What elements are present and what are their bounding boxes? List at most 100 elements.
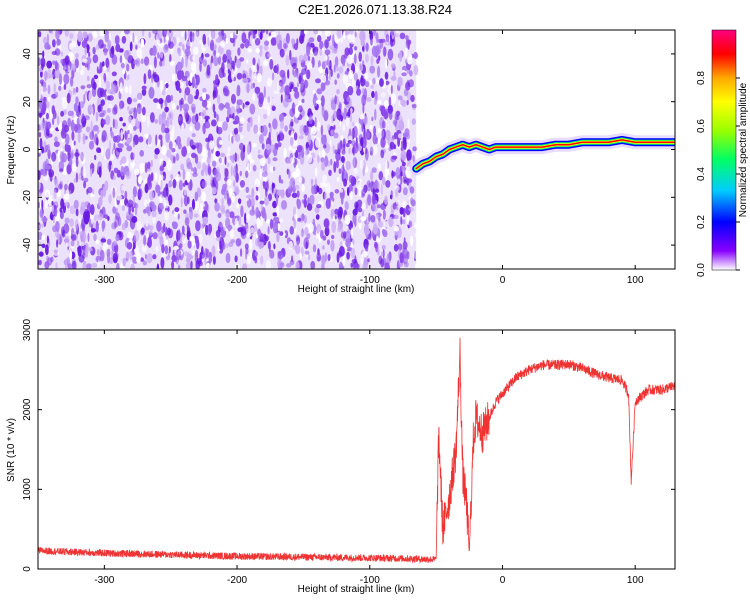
noise-speck <box>161 243 165 254</box>
noise-speck <box>169 120 173 126</box>
noise-speck <box>411 103 417 108</box>
noise-speck <box>294 158 298 166</box>
noise-speck <box>370 215 376 223</box>
noise-speck <box>230 239 236 244</box>
noise-speck <box>97 87 103 99</box>
noise-speck <box>236 88 239 96</box>
colorbar-tick-label: 0.2 <box>696 215 707 229</box>
noise-speck <box>321 161 326 172</box>
noise-speck <box>75 96 79 104</box>
noise-speck <box>41 85 44 96</box>
noise-speck <box>139 150 144 157</box>
noise-speck <box>191 133 196 138</box>
noise-speck <box>208 251 213 264</box>
noise-speck <box>191 198 196 210</box>
noise-speck <box>273 243 276 250</box>
noise-speck <box>350 190 353 201</box>
noise-speck <box>222 183 227 193</box>
noise-speck <box>90 213 94 220</box>
signal-track-core <box>415 139 675 170</box>
noise-speck <box>121 204 126 212</box>
noise-speck <box>229 228 235 239</box>
noise-speck <box>336 108 342 121</box>
noise-speck <box>232 37 236 47</box>
noise-speck <box>369 124 373 130</box>
noise-speck <box>211 119 217 127</box>
noise-speck <box>77 240 80 247</box>
noise-speck <box>202 33 206 45</box>
noise-speck <box>220 155 224 166</box>
noise-speck <box>134 168 140 176</box>
noise-speck <box>377 249 380 256</box>
noise-speck <box>191 236 196 247</box>
noise-speck <box>402 241 408 250</box>
noise-speck <box>198 233 203 244</box>
noise-speck <box>80 85 86 90</box>
noise-speck <box>293 43 299 51</box>
noise-speck <box>376 213 379 220</box>
noise-speck <box>373 30 376 37</box>
noise-speck <box>233 127 239 135</box>
noise-speck <box>108 95 114 101</box>
noise-speck <box>180 163 185 171</box>
noise-speck <box>285 33 290 44</box>
noise-speck <box>213 111 217 119</box>
noise-speck <box>267 96 271 104</box>
noise-speck <box>380 149 385 159</box>
noise-speck <box>215 38 222 43</box>
noise-speck <box>289 49 292 61</box>
noise-speck <box>69 32 74 40</box>
noise-speck <box>393 244 399 252</box>
noise-speck <box>397 76 403 87</box>
noise-speck <box>327 124 331 131</box>
noise-speck <box>277 134 281 143</box>
noise-speck <box>405 204 411 216</box>
noise-speck <box>132 98 138 103</box>
noise-speck <box>267 193 273 201</box>
noise-speck <box>414 263 417 269</box>
noise-speck <box>366 97 372 102</box>
noise-speck <box>246 163 252 173</box>
noise-speck <box>351 128 354 141</box>
noise-speck <box>184 217 190 226</box>
noise-speck <box>90 106 94 115</box>
noise-speck <box>257 114 261 125</box>
noise-speck <box>38 112 43 118</box>
noise-speck <box>84 46 88 56</box>
noise-speck <box>333 132 339 139</box>
noise-speck <box>289 259 295 266</box>
noise-speck <box>203 59 207 67</box>
noise-speck <box>134 206 138 216</box>
noise-speck <box>327 239 330 245</box>
snr-series-line <box>38 337 675 565</box>
noise-speck <box>216 94 221 105</box>
noise-speck <box>263 45 269 51</box>
noise-speck <box>354 46 358 51</box>
noise-speck <box>67 110 74 117</box>
noise-speck <box>350 262 353 268</box>
noise-speck <box>258 45 263 50</box>
noise-speck <box>41 243 46 248</box>
noise-speck <box>246 256 251 265</box>
noise-speck <box>71 131 75 141</box>
noise-speck <box>228 187 233 196</box>
noise-speck <box>189 126 193 132</box>
noise-speck <box>56 38 61 46</box>
noise-speck <box>401 72 407 77</box>
noise-speck <box>161 226 165 234</box>
noise-speck <box>186 225 190 231</box>
noise-speck <box>381 92 386 98</box>
noise-speck <box>225 212 230 218</box>
noise-speck <box>290 83 294 89</box>
noise-speck <box>306 61 313 70</box>
noise-speck <box>381 229 387 235</box>
noise-speck <box>175 249 182 261</box>
noise-speck <box>400 150 407 161</box>
y-tick-label: 20 <box>22 96 33 108</box>
noise-speck <box>160 150 167 155</box>
noise-speck <box>186 161 193 170</box>
noise-speck <box>377 162 381 171</box>
noise-speck <box>155 184 161 194</box>
noise-speck <box>38 224 42 229</box>
noise-speck <box>389 194 393 200</box>
